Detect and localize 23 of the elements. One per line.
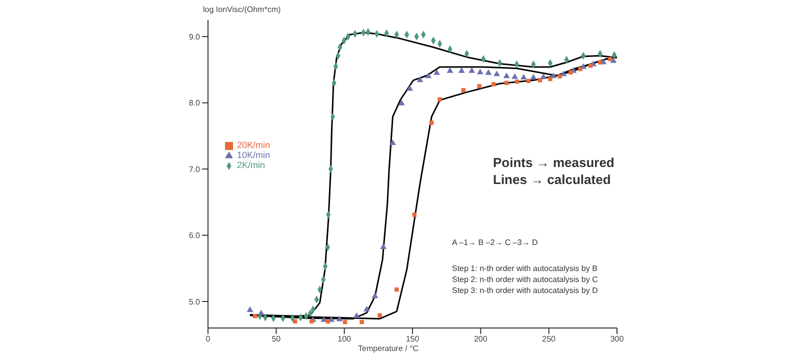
x-tick-label: 300 bbox=[610, 334, 624, 344]
annotation: Lines → calculated bbox=[493, 172, 611, 187]
legend-label: 2K/min bbox=[237, 160, 266, 170]
x-tick-label: 50 bbox=[272, 334, 282, 344]
legend-label: 20K/min bbox=[237, 140, 270, 150]
annotation: Points → measured bbox=[493, 155, 614, 170]
y-tick-label: 6.0 bbox=[188, 231, 201, 240]
x-tick-label: 250 bbox=[542, 334, 556, 344]
x-axis-title: Temperature / °C bbox=[358, 344, 419, 353]
y-tick-label: 9.0 bbox=[188, 32, 201, 42]
annotation: Step 1: n-th order with autocatalysis by B bbox=[452, 264, 598, 273]
x-tick-label: 0 bbox=[206, 334, 211, 344]
y-tick-label: 8.0 bbox=[188, 98, 201, 108]
annotation: Step 3: n-th order with autocatalysis by D bbox=[452, 286, 598, 295]
x-tick-label: 150 bbox=[406, 334, 420, 344]
legend-label: 10K/min bbox=[237, 150, 270, 160]
y-tick-label: 7.0 bbox=[188, 164, 201, 174]
x-tick-label: 100 bbox=[338, 334, 352, 344]
annotation: A –1→ B –2→ C –3→ D bbox=[452, 238, 538, 247]
x-tick-label: 200 bbox=[474, 334, 488, 344]
y-axis-title: log IonVisc/(Ohm*cm) bbox=[203, 5, 281, 14]
annotation: Step 2: n-th order with autocatalysis by C bbox=[452, 275, 598, 284]
y-tick-label: 5.0 bbox=[188, 297, 201, 306]
